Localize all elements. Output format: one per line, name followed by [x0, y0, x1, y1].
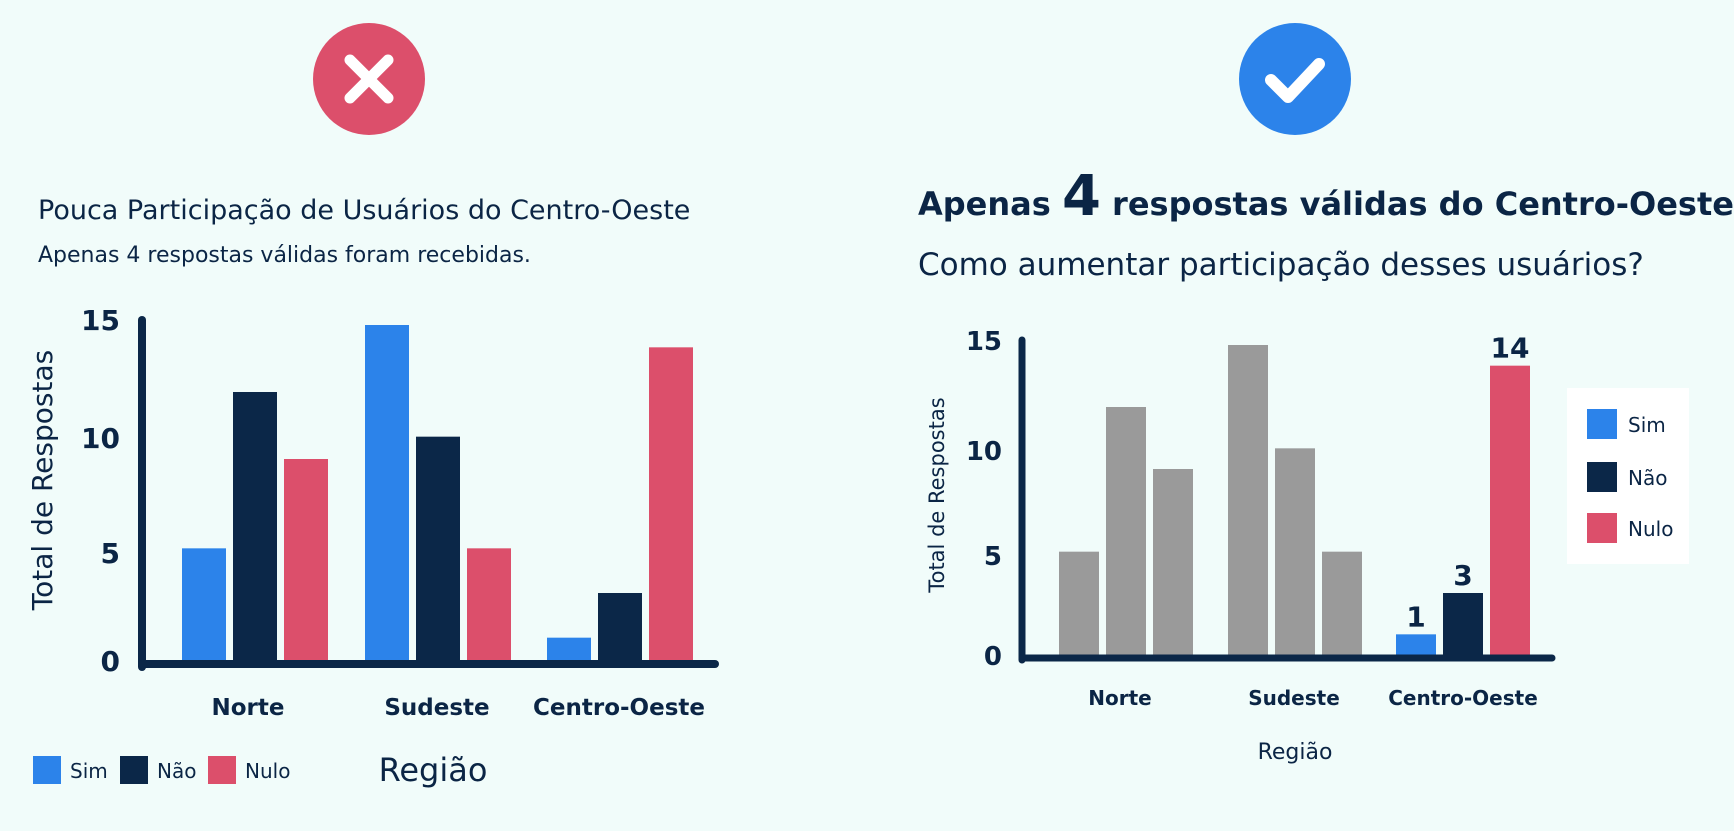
- right-bar-sudeste-nao: [1275, 448, 1315, 655]
- left-legend-swatch-nao: [120, 756, 148, 784]
- right-bars: [1059, 345, 1530, 655]
- left-subtitle: Apenas 4 respostas válidas foram recebid…: [38, 243, 531, 268]
- left-ytick-15: 15: [81, 304, 120, 337]
- left-legend-label-nao: Não: [157, 759, 196, 783]
- right-xtick-norte: Norte: [1088, 686, 1151, 710]
- left-bar-norte-nao: [233, 392, 277, 660]
- left-xtick-sudeste: Sudeste: [384, 695, 489, 721]
- right-bar-centro-oeste-nao: [1443, 593, 1483, 655]
- left-legend-swatch-nulo: [208, 756, 236, 784]
- right-data-label-nao: 3: [1453, 559, 1472, 592]
- left-bar-sudeste-nulo: [467, 548, 511, 660]
- right-bar-centro-oeste-nulo: [1490, 365, 1530, 655]
- right-xtick-centro-oeste: Centro-Oeste: [1388, 686, 1538, 710]
- right-ytick-10: 10: [966, 437, 1002, 467]
- left-bar-norte-nulo: [284, 459, 328, 660]
- left-bar-sudeste-sim: [365, 325, 409, 660]
- left-ytick-5: 5: [101, 537, 120, 570]
- left-legend-swatch-sim: [33, 756, 61, 784]
- right-legend-swatch-nulo: [1587, 513, 1617, 543]
- bad-badge: [313, 23, 425, 135]
- left-xtick-centro-oeste: Centro-Oeste: [533, 695, 705, 721]
- right-legend-label-nulo: Nulo: [1628, 517, 1673, 541]
- right-title: Apenas 4 respostas válidas do Centro-Oes…: [918, 164, 1734, 229]
- left-xtick-norte: Norte: [212, 695, 285, 721]
- right-ytick-5: 5: [984, 542, 1002, 572]
- right-bar-norte-nulo: [1153, 469, 1193, 655]
- left-bar-centro-oeste-nao: [598, 593, 642, 660]
- left-ytick-10: 10: [81, 422, 120, 455]
- right-y-label: Total de Respostas: [925, 397, 949, 593]
- right-xtick-sudeste: Sudeste: [1248, 686, 1340, 710]
- left-ytick-0: 0: [101, 645, 120, 678]
- right-title-number: 4: [1062, 164, 1101, 229]
- right-chart: 15 10 5 0 Total de Respostas Norte Sudes…: [925, 327, 1689, 765]
- right-bar-sudeste-nulo: [1322, 551, 1362, 655]
- right-subtitle: Como aumentar participação desses usuári…: [918, 247, 1644, 283]
- left-y-label: Total de Respostas: [26, 350, 59, 611]
- right-legend: Sim Não Nulo: [1567, 388, 1689, 564]
- right-legend-swatch-sim: [1587, 409, 1617, 439]
- right-x-label: Região: [1258, 740, 1333, 765]
- right-title-pre: Apenas: [918, 185, 1062, 223]
- right-ytick-0: 0: [984, 642, 1002, 672]
- left-bar-centro-oeste-nulo: [649, 347, 693, 660]
- right-data-label-sim: 1: [1406, 600, 1425, 633]
- right-bar-sudeste-sim: [1228, 345, 1268, 655]
- good-badge: [1239, 23, 1351, 135]
- good-badge-circle: [1239, 23, 1351, 135]
- left-legend: Sim Não Nulo: [33, 756, 290, 784]
- right-legend-label-sim: Sim: [1628, 413, 1666, 437]
- right-legend-swatch-nao: [1587, 462, 1617, 492]
- right-bar-norte-sim: [1059, 551, 1099, 655]
- check-icon: [1265, 58, 1325, 103]
- right-bar-centro-oeste-sim: [1396, 634, 1436, 655]
- left-legend-label-nulo: Nulo: [245, 759, 290, 783]
- right-bar-norte-nao: [1106, 407, 1146, 655]
- right-data-label-nulo: 14: [1491, 332, 1530, 365]
- right-ytick-15: 15: [966, 327, 1002, 357]
- left-chart: 15 10 5 0 Total de Respostas Norte Sudes…: [26, 304, 719, 789]
- left-bar-centro-oeste-sim: [547, 637, 591, 660]
- right-panel: Apenas 4 respostas válidas do Centro-Oes…: [918, 23, 1734, 765]
- left-panel: Pouca Participação de Usuários do Centro…: [26, 23, 719, 789]
- right-legend-label-nao: Não: [1628, 466, 1667, 490]
- left-x-label: Região: [379, 751, 488, 789]
- left-legend-label-sim: Sim: [70, 759, 108, 783]
- close-icon: [344, 54, 394, 104]
- left-bar-sudeste-nao: [416, 436, 460, 660]
- left-title: Pouca Participação de Usuários do Centro…: [38, 195, 690, 226]
- right-data-labels: 13 14: [1406, 332, 1529, 634]
- left-bars: [182, 325, 693, 660]
- right-title-post: respostas válidas do Centro-Oeste: [1101, 185, 1734, 223]
- left-bar-norte-sim: [182, 548, 226, 660]
